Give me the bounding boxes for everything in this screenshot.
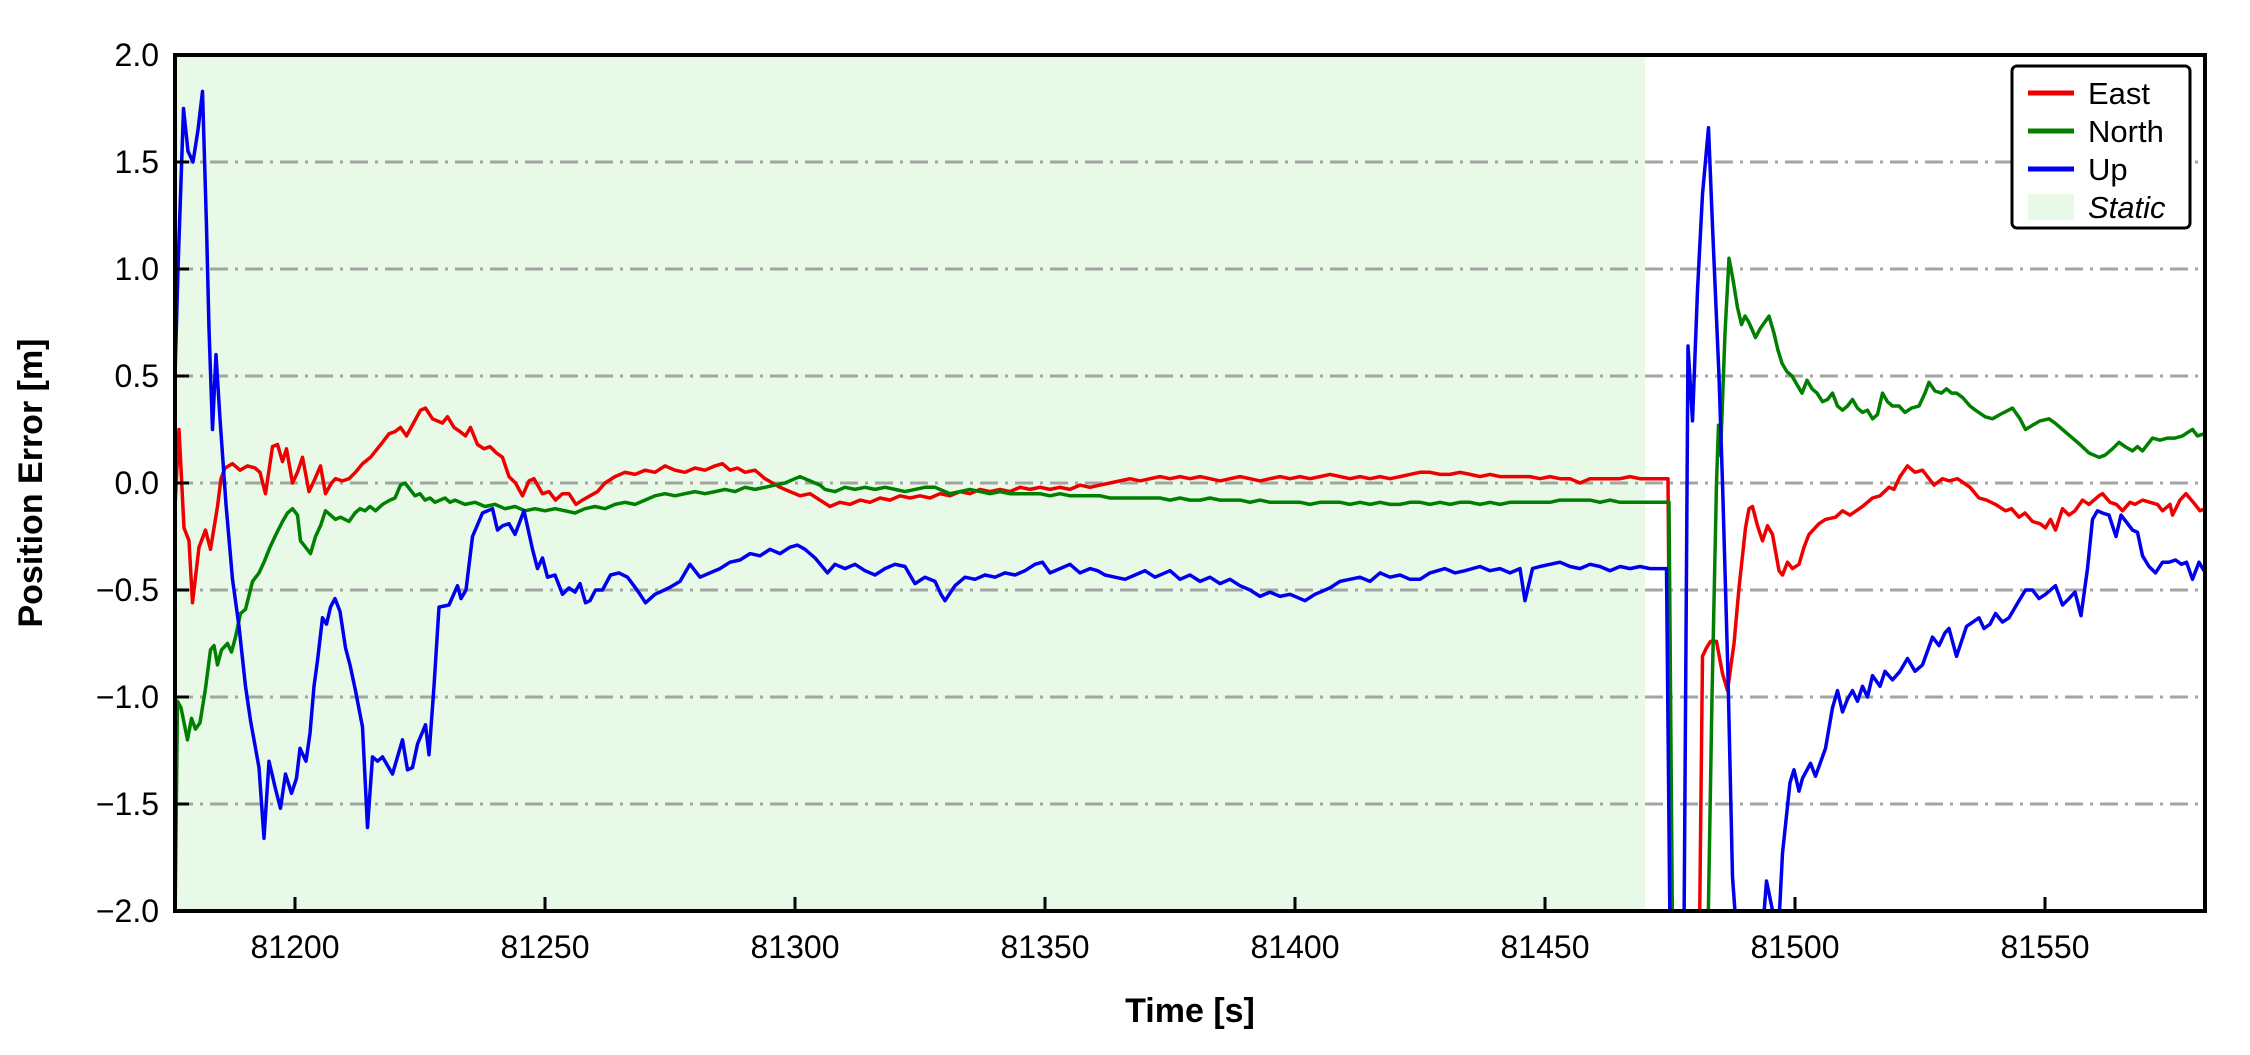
y-tick-label: 1.5 <box>115 144 159 180</box>
y-tick-label: 0.0 <box>115 465 159 501</box>
plot-border <box>173 53 2207 913</box>
y-tick-label: 2.0 <box>115 37 159 73</box>
x-tick-label: 81450 <box>1501 929 1590 965</box>
x-tick-label: 81400 <box>1251 929 1340 965</box>
x-tick-label: 81500 <box>1751 929 1840 965</box>
legend-box <box>2010 64 2192 230</box>
y-tick-label: 0.5 <box>115 358 159 394</box>
x-tick-label: 81350 <box>1001 929 1090 965</box>
x-tick-label: 81200 <box>251 929 340 965</box>
x-tick-label: 81550 <box>2001 929 2090 965</box>
x-tick-label: 81300 <box>751 929 840 965</box>
legend-label-east: East <box>2088 76 2150 111</box>
y-tick-labels: 2.0 1.5 1.0 0.5 0.0 −0.5 −1.0 −1.5 −2.0 <box>96 37 159 929</box>
legend-label-up: Up <box>2088 152 2128 187</box>
y-tick-label: −1.0 <box>96 679 159 715</box>
x-axis-label: Time [s] <box>1125 992 1255 1030</box>
x-tick-labels: 81200 81250 81300 81350 81400 81450 81500 81550 <box>251 929 2090 965</box>
y-tick-label: 1.0 <box>115 251 159 287</box>
y-tick-label: −1.5 <box>96 786 159 822</box>
y-tick-label: −2.0 <box>96 893 159 929</box>
y-axis-label: Position Error [m] <box>12 338 50 627</box>
y-tick-label: −0.5 <box>96 572 159 608</box>
series-line-north <box>175 256 2205 911</box>
x-tick-label: 81250 <box>501 929 590 965</box>
legend-patch-static <box>2028 194 2074 220</box>
series-lines <box>175 89 2205 911</box>
series-line-east <box>175 406 2205 911</box>
series-line-up <box>175 89 2205 911</box>
axis-ticks <box>175 53 2047 913</box>
legend-label-static: Static <box>2088 190 2166 225</box>
gridlines <box>175 160 2205 806</box>
legend-label-north: North <box>2088 114 2164 149</box>
